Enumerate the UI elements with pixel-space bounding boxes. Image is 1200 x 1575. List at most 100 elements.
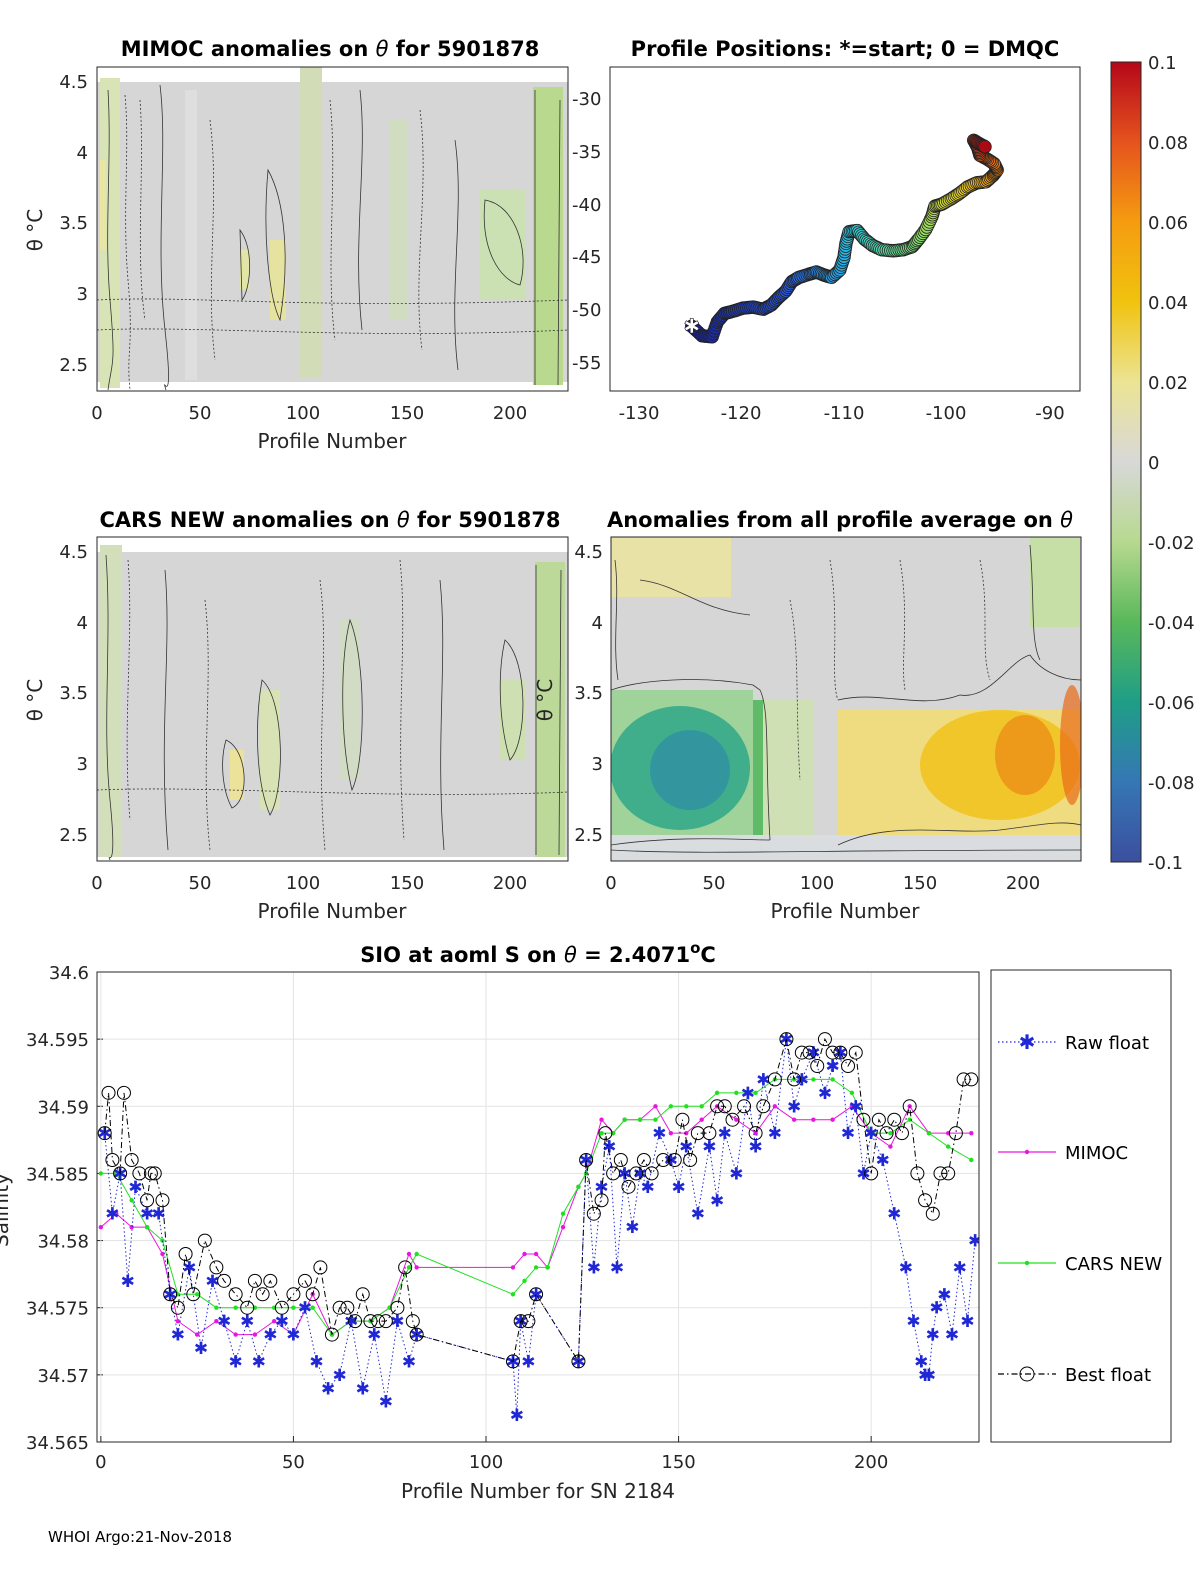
data-point: ✱ bbox=[741, 1084, 755, 1104]
data-point bbox=[160, 1238, 165, 1243]
data-point bbox=[305, 1287, 320, 1302]
data-point bbox=[848, 1045, 863, 1060]
colorbar: 0.1 0.08 0.06 0.04 0.02 0 -0.02 -0.04 -0… bbox=[1110, 53, 1195, 874]
data-point bbox=[811, 1077, 816, 1082]
float-track: ✱ bbox=[683, 133, 1004, 344]
data-point: ✱ bbox=[229, 1352, 243, 1372]
legend-cars: CARS NEW bbox=[998, 1254, 1162, 1275]
data-point: ✱ bbox=[756, 1070, 770, 1090]
xtick: 50 bbox=[282, 1452, 305, 1473]
data-point: ✱ bbox=[856, 1164, 870, 1184]
data-point bbox=[114, 1171, 119, 1176]
data-point: ✱ bbox=[795, 1070, 809, 1090]
data-point bbox=[622, 1117, 627, 1122]
xtick: -110 bbox=[824, 403, 865, 424]
data-point bbox=[667, 1153, 682, 1167]
data-point: ✱ bbox=[610, 1258, 624, 1278]
data-point bbox=[510, 1265, 516, 1270]
data-point bbox=[629, 1166, 644, 1181]
data-point bbox=[406, 1251, 412, 1257]
data-point bbox=[817, 1032, 832, 1047]
positions-yticks: -30 -35 -40 -45 -50 -55 bbox=[572, 89, 601, 374]
salinity-xlabel: Profile Number for SN 2184 bbox=[401, 1479, 675, 1503]
ytick: 34.565 bbox=[26, 1433, 89, 1454]
data-point bbox=[286, 1287, 301, 1302]
data-point bbox=[725, 1112, 740, 1127]
xtick: 100 bbox=[800, 873, 834, 894]
positions-axes bbox=[609, 66, 1081, 392]
data-point: ✱ bbox=[252, 1352, 266, 1372]
series-raw-float: ✱✱✱✱✱✱✱✱✱✱✱✱✱✱✱✱✱✱✱✱✱✱✱✱✱✱✱✱✱✱✱✱✱✱✱✱✱✱✱✱… bbox=[98, 1030, 979, 1426]
data-point bbox=[98, 1224, 104, 1230]
data-point bbox=[794, 1045, 809, 1060]
data-point bbox=[684, 1130, 689, 1136]
ytick: 3.5 bbox=[574, 683, 603, 704]
salinity-yticks: 34.6 34.595 34.59 34.585 34.58 34.575 34.57 34.… bbox=[26, 963, 89, 1454]
data-point: ✱ bbox=[333, 1366, 347, 1386]
xtick: 0 bbox=[91, 403, 102, 424]
ytick: 3 bbox=[77, 754, 88, 775]
data-point bbox=[830, 1117, 835, 1122]
asterisk-marker-icon: ✱ bbox=[1019, 1030, 1036, 1054]
data-point bbox=[521, 1314, 536, 1329]
data-point bbox=[349, 1318, 354, 1324]
mimoc-xlabel: Profile Number bbox=[258, 429, 408, 453]
data-point bbox=[945, 1144, 951, 1149]
cars-ylabel: θ °C bbox=[23, 679, 47, 722]
data-point bbox=[324, 1327, 339, 1342]
data-point: ✱ bbox=[321, 1379, 335, 1399]
ytick: 2.5 bbox=[574, 825, 603, 846]
data-point bbox=[926, 1130, 932, 1136]
start-asterisk-icon: ✱ bbox=[683, 314, 700, 338]
mimoc-ylabel: θ °C bbox=[23, 209, 47, 252]
data-point bbox=[956, 1072, 971, 1087]
data-point: ✱ bbox=[151, 1205, 165, 1225]
data-point: ✱ bbox=[121, 1272, 135, 1292]
legend: ✱ Raw float MIMOC CARS NEW Best float bbox=[990, 969, 1172, 1443]
data-point: ✱ bbox=[309, 1352, 323, 1372]
data-point: ✱ bbox=[906, 1312, 920, 1332]
data-point: ✱ bbox=[652, 1124, 666, 1144]
data-point bbox=[105, 1153, 120, 1167]
cars-title: CARS NEW anomalies on θ for 5901878 bbox=[99, 508, 560, 532]
colorbar-gradient bbox=[1110, 61, 1142, 863]
data-point: ✱ bbox=[641, 1178, 655, 1198]
data-point bbox=[255, 1287, 270, 1302]
ytick: -55 bbox=[572, 353, 601, 374]
data-point bbox=[810, 1059, 825, 1073]
legend-label: CARS NEW bbox=[1065, 1254, 1162, 1275]
data-point: ✱ bbox=[298, 1299, 312, 1319]
xtick: 100 bbox=[286, 873, 320, 894]
data-point: ✱ bbox=[937, 1285, 951, 1305]
data-point bbox=[864, 1166, 879, 1181]
data-point: ✱ bbox=[864, 1124, 878, 1144]
data-point: ✱ bbox=[918, 1366, 932, 1386]
ytick: 34.58 bbox=[37, 1232, 89, 1253]
footer-stamp: WHOI Argo:21-Nov-2018 bbox=[48, 1528, 232, 1546]
data-point bbox=[132, 1166, 147, 1181]
xtick: -100 bbox=[926, 403, 967, 424]
positions-xticks: -130 -120 -110 -100 -90 bbox=[619, 403, 1065, 424]
xtick: 50 bbox=[189, 873, 212, 894]
data-point: ✱ bbox=[691, 1205, 705, 1225]
xtick: 150 bbox=[390, 873, 424, 894]
legend-label: Best float bbox=[1065, 1365, 1151, 1386]
data-point bbox=[263, 1273, 278, 1288]
allavg-heatmap bbox=[611, 537, 1081, 861]
colorbar-tick: -0.04 bbox=[1148, 613, 1195, 634]
cars-xlabel: Profile Number bbox=[258, 899, 408, 923]
colorbar-tick: -0.06 bbox=[1148, 693, 1195, 714]
ytick: 34.57 bbox=[37, 1366, 89, 1387]
data-point bbox=[505, 1354, 520, 1369]
data-point bbox=[214, 1318, 219, 1324]
data-point bbox=[240, 1300, 255, 1315]
xtick: 50 bbox=[703, 873, 726, 894]
data-point: ✱ bbox=[128, 1178, 142, 1198]
circle-marker-icon bbox=[1019, 1366, 1035, 1382]
data-point bbox=[406, 1265, 412, 1270]
data-point bbox=[868, 1130, 874, 1136]
xtick: 100 bbox=[286, 403, 320, 424]
dot-marker-icon bbox=[1024, 1149, 1030, 1155]
data-point: ✱ bbox=[729, 1164, 743, 1184]
data-point: ✱ bbox=[390, 1312, 404, 1332]
